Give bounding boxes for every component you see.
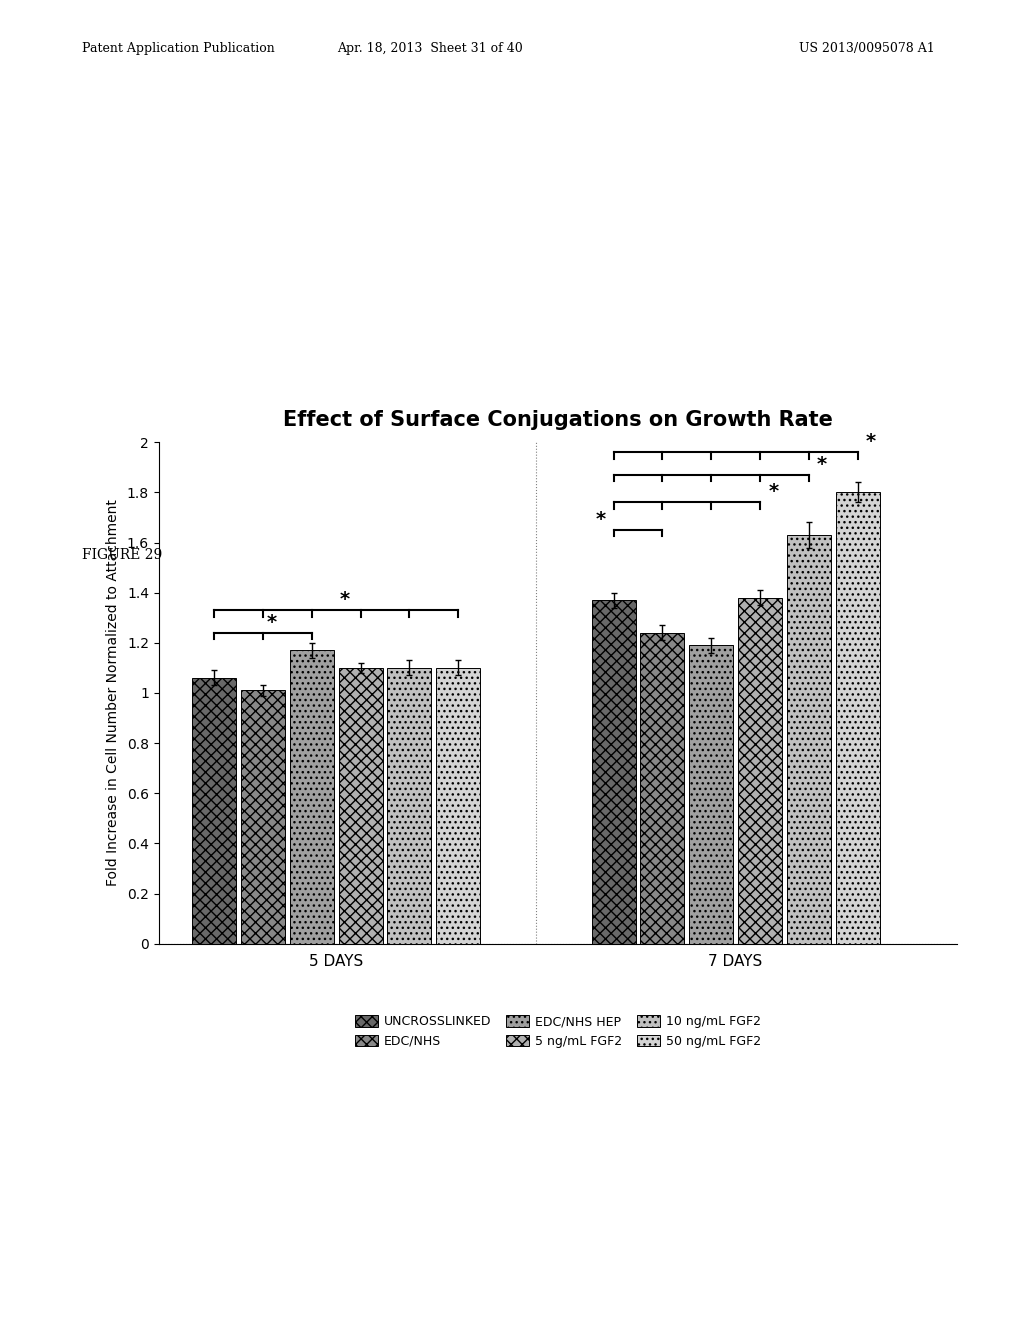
Bar (339, 668, 383, 944)
Text: Apr. 18, 2013  Sheet 31 of 40: Apr. 18, 2013 Sheet 31 of 40 (337, 42, 523, 55)
Bar (786, 535, 830, 944)
Bar (836, 492, 880, 944)
Text: *: * (267, 612, 276, 631)
Title: Effect of Surface Conjugations on Growth Rate: Effect of Surface Conjugations on Growth… (284, 409, 833, 429)
Bar (436, 668, 480, 944)
Bar (592, 601, 636, 944)
Bar (290, 651, 334, 944)
Text: FIGURE 29: FIGURE 29 (82, 548, 162, 562)
Text: *: * (340, 590, 350, 609)
Bar (738, 598, 782, 944)
Bar (241, 690, 285, 944)
Bar (387, 668, 431, 944)
Text: *: * (866, 432, 876, 451)
Bar (193, 678, 237, 944)
Text: *: * (817, 454, 827, 474)
Legend: UNCROSSLINKED, EDC/NHS, EDC/NHS HEP, 5 ng/mL FGF2, 10 ng/mL FGF2, 50 ng/mL FGF2: UNCROSSLINKED, EDC/NHS, EDC/NHS HEP, 5 n… (355, 1015, 761, 1048)
Text: US 2013/0095078 A1: US 2013/0095078 A1 (799, 42, 935, 55)
Bar (640, 632, 684, 944)
Y-axis label: Fold Increase in Cell Number Normalized to Attachment: Fold Increase in Cell Number Normalized … (105, 499, 120, 887)
Text: *: * (595, 510, 605, 529)
Text: Patent Application Publication: Patent Application Publication (82, 42, 274, 55)
Text: *: * (768, 482, 778, 502)
Bar (689, 645, 733, 944)
